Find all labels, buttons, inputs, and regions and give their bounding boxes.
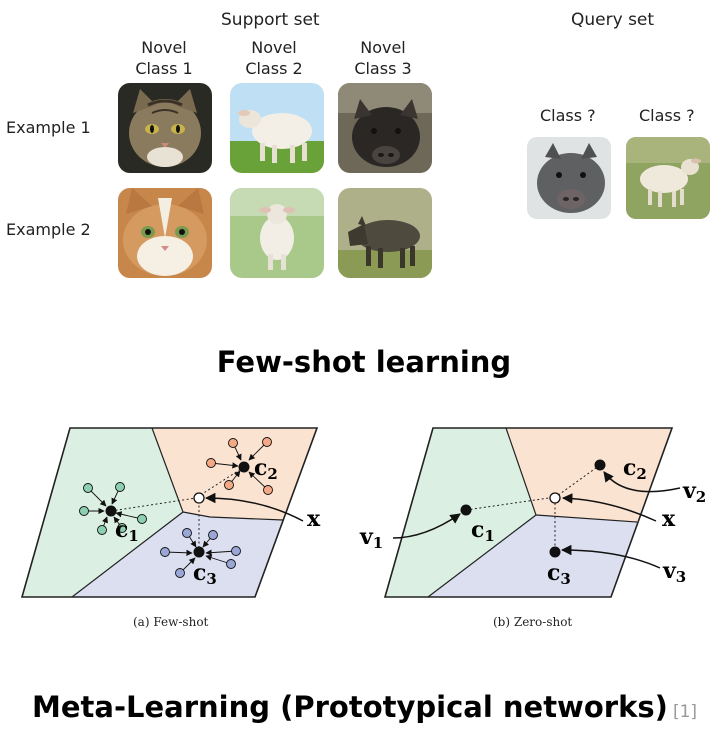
query-point-x xyxy=(193,492,205,504)
class-3-support-points xyxy=(160,528,241,578)
query-point-x xyxy=(549,492,561,504)
panel-b-zero-shot: c1 c2 c3 x v1 v2 v3 xyxy=(359,427,706,598)
support-point-class-2 xyxy=(263,485,273,495)
support-point-class-3 xyxy=(226,559,236,569)
support-point-class-1 xyxy=(115,482,125,492)
query-sheep-image xyxy=(626,137,710,219)
label-c1: c1 xyxy=(115,517,139,545)
query-arrow xyxy=(561,493,657,522)
query-arrow xyxy=(204,492,304,522)
v2-arrow xyxy=(603,471,681,493)
sheep-image-2 xyxy=(230,188,324,278)
panel-a-border xyxy=(20,427,319,598)
sheep-image-1 xyxy=(230,83,324,173)
label-c3: c3 xyxy=(193,560,217,588)
prototype-c2 xyxy=(238,461,250,473)
class-header-line: Class 1 xyxy=(135,59,193,78)
support-point-class-3 xyxy=(208,530,218,540)
caption-few-shot: (a) Few-shot xyxy=(133,615,209,629)
support-point-class-2 xyxy=(228,438,238,448)
class-header-line: Novel xyxy=(141,38,187,57)
class-header-1: Novel Class 1 xyxy=(126,37,202,79)
query-label-2: Class ? xyxy=(639,106,695,125)
prototype-c2 xyxy=(594,459,606,471)
reference-marker: [1] xyxy=(672,702,698,722)
boar-image-2 xyxy=(338,188,432,278)
class-header-line: Novel xyxy=(251,38,297,57)
class-header-3: Novel Class 3 xyxy=(345,37,421,79)
prototype-c3 xyxy=(193,546,205,558)
row-label-example-1: Example 1 xyxy=(6,118,91,137)
label-c2: c2 xyxy=(623,455,647,483)
boar-image-1 xyxy=(338,83,432,173)
region-class-3 xyxy=(72,512,283,597)
label-x: x xyxy=(307,506,321,532)
class-header-line: Class 2 xyxy=(245,59,303,78)
distance-line xyxy=(465,497,550,511)
query-boar-image xyxy=(527,137,611,219)
support-point-class-1 xyxy=(83,483,93,493)
few-shot-section-title: Few-shot learning xyxy=(216,345,512,379)
label-x: x xyxy=(662,506,676,532)
prototypical-networks-diagram: c1 c2 c3 x c1 xyxy=(20,427,706,598)
class-header-line: Class 3 xyxy=(354,59,412,78)
panel-b-border xyxy=(383,427,674,598)
label-c2: c2 xyxy=(254,455,278,483)
support-point-class-3 xyxy=(182,528,192,538)
class-header-line: Novel xyxy=(360,38,406,57)
region-boundaries xyxy=(182,511,284,521)
caption-zero-shot: (b) Zero-shot xyxy=(493,615,573,629)
label-c3: c3 xyxy=(547,560,571,588)
support-point-class-1 xyxy=(117,523,127,533)
support-set-title: Support set xyxy=(221,10,320,30)
prototype-c3 xyxy=(549,546,561,558)
cat-image-1 xyxy=(118,83,212,173)
support-point-class-1 xyxy=(79,506,89,516)
label-v1: v1 xyxy=(359,524,383,552)
prototype-c1 xyxy=(105,505,117,517)
support-point-class-1 xyxy=(137,514,147,524)
v1-arrow xyxy=(392,513,461,539)
support-point-class-2 xyxy=(206,458,216,468)
v3-arrow xyxy=(560,544,661,569)
support-point-class-2 xyxy=(262,437,272,447)
support-point-class-3 xyxy=(231,546,241,556)
class-header-2: Novel Class 2 xyxy=(236,37,312,79)
support-point-class-2 xyxy=(224,480,234,490)
class-1-support-points xyxy=(79,482,147,535)
query-label-1: Class ? xyxy=(540,106,596,125)
query-set-title: Query set xyxy=(571,10,655,30)
class-2-support-points xyxy=(206,437,273,495)
distance-line xyxy=(110,497,197,512)
row-label-example-2: Example 2 xyxy=(6,220,91,239)
cat-image-2 xyxy=(118,188,212,278)
label-v2: v2 xyxy=(682,478,706,506)
region-class-3 xyxy=(428,515,637,597)
support-point-class-3 xyxy=(160,547,170,557)
region-class-1 xyxy=(385,428,536,597)
label-c1: c1 xyxy=(471,517,495,545)
support-point-class-3 xyxy=(175,568,185,578)
prototype-c1 xyxy=(460,504,472,516)
region-boundaries xyxy=(535,514,638,523)
meta-learning-section-title-line: Meta-Learning (Prototypical networks) [1… xyxy=(32,690,697,724)
panel-a-few-shot: c1 c2 c3 x xyxy=(20,427,321,598)
meta-learning-section-title: Meta-Learning (Prototypical networks) xyxy=(32,690,668,724)
support-point-class-1 xyxy=(97,525,107,535)
label-v3: v3 xyxy=(662,558,686,586)
